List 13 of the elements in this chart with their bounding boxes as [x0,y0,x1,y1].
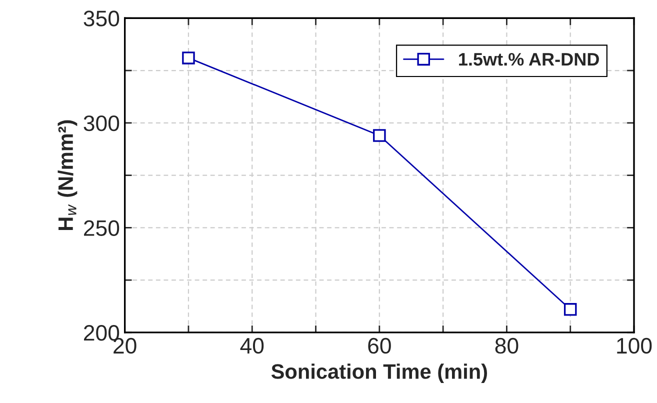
point [564,303,577,316]
y-tick-label: 300 [84,115,120,132]
y-tick-label: 250 [84,220,120,236]
x-tick-label: 100 [617,338,652,354]
x-tick-label: 80 [495,338,518,354]
x-tick-label: 40 [240,338,264,354]
legend-label: 1.5wt.% AR-DND [459,52,599,66]
y-tick-label: 350 [84,10,120,26]
point [373,129,386,142]
x-axis-title: Sonication Time (min) [271,364,488,384]
y-axis-title: H$_{w}$ (N/mm²) [58,120,78,230]
point [182,52,195,64]
x-tick-label: 60 [368,338,391,354]
